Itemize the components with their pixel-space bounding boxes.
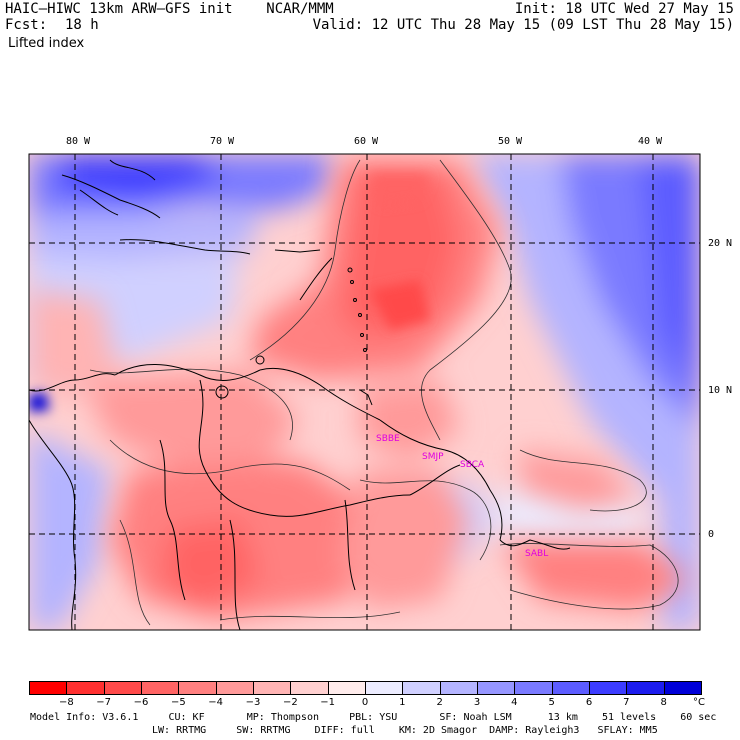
colorbar-tick-label: 5 <box>548 697 555 708</box>
colorbar-swatch <box>551 681 590 695</box>
colorbar-tick-label: 1 <box>399 697 406 708</box>
colorbar-tick-label: −8 <box>58 697 74 708</box>
colorbar-swatch <box>290 681 329 695</box>
forecast-label: Fcst: <box>5 17 48 33</box>
model-info-line1: Model Info: V3.6.1 CU: KF MP: Thompson P… <box>30 712 717 723</box>
colorbar-tick-label: −4 <box>208 697 224 708</box>
colorbar-swatch <box>514 681 553 695</box>
lon-label: 60 W <box>354 136 379 147</box>
colorbar-swatch <box>439 681 478 695</box>
colorbar-swatch <box>141 681 180 695</box>
lon-label: 40 W <box>638 136 663 147</box>
colorbar-tick-label: −2 <box>282 697 298 708</box>
valid-time: Valid: 12 UTC Thu 28 May 15 (09 LST Thu … <box>312 17 734 33</box>
colorbar-swatch <box>626 681 665 695</box>
station-label: SMJP <box>422 452 444 462</box>
init-time: Init: 18 UTC Wed 27 May 15 <box>514 1 734 17</box>
lifted-index-field <box>29 154 700 630</box>
map-frame <box>28 153 701 631</box>
colorbar-tick-label: 8 <box>660 697 667 708</box>
colorbar-tick-label: −6 <box>133 697 149 708</box>
lon-label: 70 W <box>210 136 235 147</box>
colorbar-swatch <box>327 681 366 695</box>
graticule <box>29 154 700 630</box>
colorbar-tick-label: 2 <box>436 697 443 708</box>
colorbar-tick-label: −3 <box>245 697 261 708</box>
colorbar-swatch <box>29 681 68 695</box>
field-name: Lifted index <box>8 36 85 51</box>
model-info-line2: LW: RRTMG SW: RRTMG DIFF: full KM: 2D Sm… <box>152 725 658 736</box>
lat-label: 20 N <box>708 238 733 249</box>
colorbar-swatch <box>402 681 441 695</box>
colorbar-tick-label: −5 <box>170 697 186 708</box>
lon-label: 50 W <box>498 136 523 147</box>
colorbar-swatch <box>477 681 516 695</box>
colorbar-swatch <box>66 681 105 695</box>
colorbar-tick-label: 7 <box>623 697 630 708</box>
colorbar-tick-label: 0 <box>361 697 369 708</box>
station-label: SBBE <box>376 434 400 444</box>
forecast-hour: 18 h <box>65 17 99 33</box>
colorbar-swatch <box>589 681 628 695</box>
colorbar-swatch <box>103 681 142 695</box>
colorbar-tick-label: 6 <box>585 697 593 708</box>
colorbar-swatch <box>215 681 254 695</box>
coastlines <box>29 159 571 630</box>
lat-label: 0 <box>708 529 715 540</box>
colorbar-tick-label: 3 <box>473 697 481 708</box>
colorbar-swatch <box>365 681 404 695</box>
lon-label: 80 W <box>66 136 91 147</box>
colorbar-swatch <box>178 681 217 695</box>
colorbar-tick-label: −7 <box>96 697 112 708</box>
colorbar-unit: °C <box>693 697 705 708</box>
model-title: HAIC–HIWC 13km ARW–GFS init NCAR/MMM <box>5 1 334 17</box>
colorbar-swatch <box>253 681 292 695</box>
zero-contours <box>89 159 679 626</box>
colorbar-tick-label: −1 <box>320 697 336 708</box>
station-label: SABL <box>525 549 548 559</box>
colorbar-tick-label: 4 <box>511 697 518 708</box>
lat-label: 10 N <box>708 385 733 396</box>
colorbar-swatch <box>663 681 702 695</box>
station-label: SBCA <box>460 460 485 470</box>
